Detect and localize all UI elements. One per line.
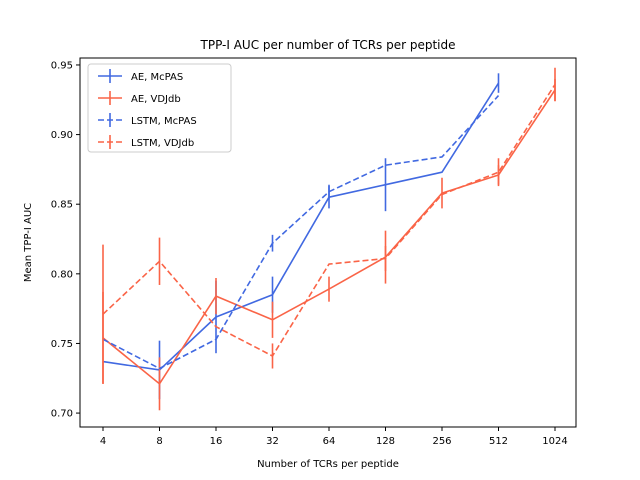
legend-box — [87, 63, 232, 153]
legend-label: AE, VDJdb — [131, 94, 181, 105]
y-tick-label: 0.90 — [51, 130, 73, 141]
y-tick-label: 0.75 — [51, 339, 73, 350]
series-2 — [102, 95, 500, 370]
chart-title: TPP-I AUC per number of TCRs per peptide — [200, 38, 456, 52]
y-tick-label: 0.85 — [51, 200, 73, 211]
x-tick-label: 32 — [266, 436, 279, 447]
legend: AE, McPAS AE, VDJdb LSTM, McPAS LSTM, VDJdb — [87, 63, 232, 153]
x-tick-label: 1024 — [542, 436, 567, 447]
plot-area — [102, 67, 556, 411]
x-tick-label: 16 — [210, 436, 223, 447]
x-tick-label: 256 — [432, 436, 451, 447]
legend-label: LSTM, VDJdb — [131, 138, 194, 149]
x-tick-label: 4 — [100, 436, 106, 447]
x-tick-label: 8 — [156, 436, 162, 447]
legend-label: AE, McPAS — [131, 72, 183, 83]
y-tick-label: 0.95 — [51, 60, 73, 71]
x-axis-label: Number of TCRs per peptide — [257, 459, 399, 470]
x-tick-label: 128 — [376, 436, 395, 447]
axis-ticks: 4 8 16 32 64 128 256 512 1024 0.70 0.75 0.80 0.85 0.9… — [51, 60, 568, 447]
x-tick-label: 64 — [323, 436, 336, 447]
series-3 — [102, 67, 556, 384]
series-line — [102, 84, 556, 357]
legend-label: LSTM, McPAS — [131, 116, 197, 127]
y-tick-label: 0.80 — [51, 269, 73, 280]
y-tick-label: 0.70 — [51, 409, 73, 420]
x-tick-label: 512 — [489, 436, 508, 447]
series-line — [102, 82, 500, 371]
y-axis-label: Mean TPP-I AUC — [23, 203, 34, 282]
plot-frame — [79, 57, 577, 428]
series-line — [102, 95, 500, 370]
